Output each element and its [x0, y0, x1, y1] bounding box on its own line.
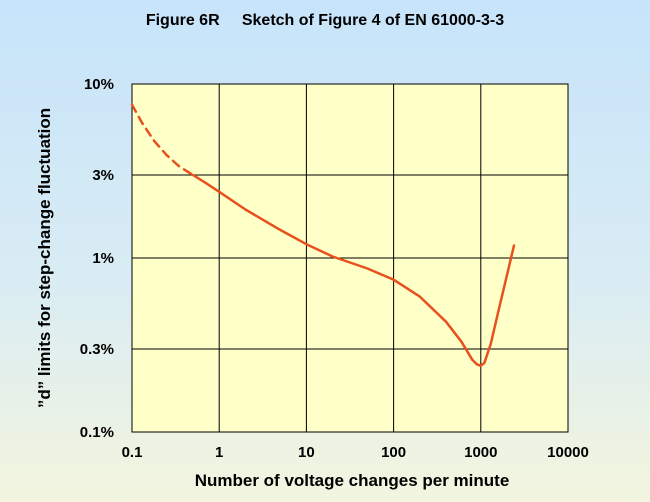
x-tick-label: 10: [298, 444, 315, 461]
limit-curve-solid: [191, 173, 516, 368]
y-tick-label: 0.3%: [80, 341, 114, 358]
x-tick-label: 10000: [547, 444, 589, 461]
x-tick-label: 100: [381, 444, 406, 461]
x-axis-label: Number of voltage changes per minute: [195, 471, 510, 490]
y-tick-label: 1%: [92, 250, 114, 267]
y-axis-label: ”d” limits for step-change fluctuation: [35, 108, 54, 408]
y-tick-label: 10%: [84, 76, 114, 93]
chart-title: Figure 6R Sketch of Figure 4 of EN 61000…: [145, 12, 505, 29]
series-group: [130, 103, 516, 368]
y-tick-label: 3%: [92, 167, 114, 184]
x-tick-label: 1: [215, 444, 223, 461]
y-tick-label: 0.1%: [80, 424, 114, 441]
x-tick-label: 0.1: [122, 444, 143, 461]
limit-curve-dashed: [130, 103, 195, 177]
plot-frame: [131, 83, 569, 433]
x-tick-label: 1000: [464, 444, 497, 461]
y-tick-labels: 0.1% 0.3% 1% 3% 10%: [80, 76, 114, 441]
x-tick-labels: 0.1 1 10 100 1000 10000: [122, 444, 589, 461]
